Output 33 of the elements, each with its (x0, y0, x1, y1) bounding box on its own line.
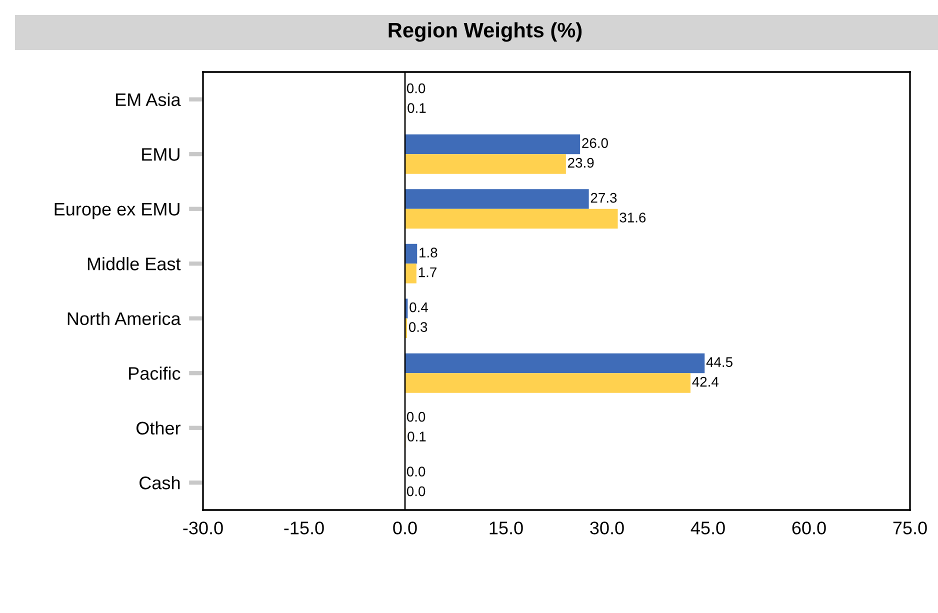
y-tick-label: EM Asia (116, 92, 181, 106)
y-tick-label: Middle East (88, 257, 181, 270)
data-label: 1.8 (420, 248, 438, 258)
data-label: 42.4 (692, 376, 719, 387)
y-tick-label: Other (136, 421, 180, 435)
data-label: 0.4 (410, 302, 428, 312)
x-tick-label: 15.0 (490, 522, 523, 534)
data-label: 0.0 (406, 412, 426, 422)
data-label: 23.9 (568, 158, 594, 168)
x-tick-label: 30.0 (590, 522, 624, 534)
y-tick-label: EMU (142, 148, 180, 161)
data-label: 0.0 (406, 83, 426, 94)
x-tick-label: -15.0 (284, 522, 324, 534)
data-label: 44.5 (706, 357, 732, 367)
x-tick-label: 60.0 (792, 522, 826, 534)
x-tick-label: 0.0 (393, 522, 417, 534)
data-label: 0.0 (406, 486, 426, 496)
x-tick-label: -30.0 (183, 522, 223, 534)
data-label: 0.0 (406, 466, 426, 476)
data-label: 1.7 (418, 268, 436, 278)
y-tick-label: North America (68, 312, 181, 326)
y-tick-label: Cash (140, 476, 180, 490)
x-tick-label: 45.0 (690, 522, 725, 534)
chart-title: Region Weights (%) (388, 22, 582, 42)
data-label: 31.6 (620, 212, 646, 222)
data-label: 0.1 (408, 432, 426, 442)
data-label: 26.0 (582, 138, 608, 148)
data-label: 0.3 (408, 322, 428, 332)
y-tick-label: Pacific (129, 366, 180, 380)
x-tick-label: 75.0 (893, 522, 927, 534)
y-tick-label: Europe ex EMU (54, 202, 180, 220)
data-label: 0.1 (408, 103, 426, 113)
data-label: 27.3 (590, 192, 617, 203)
